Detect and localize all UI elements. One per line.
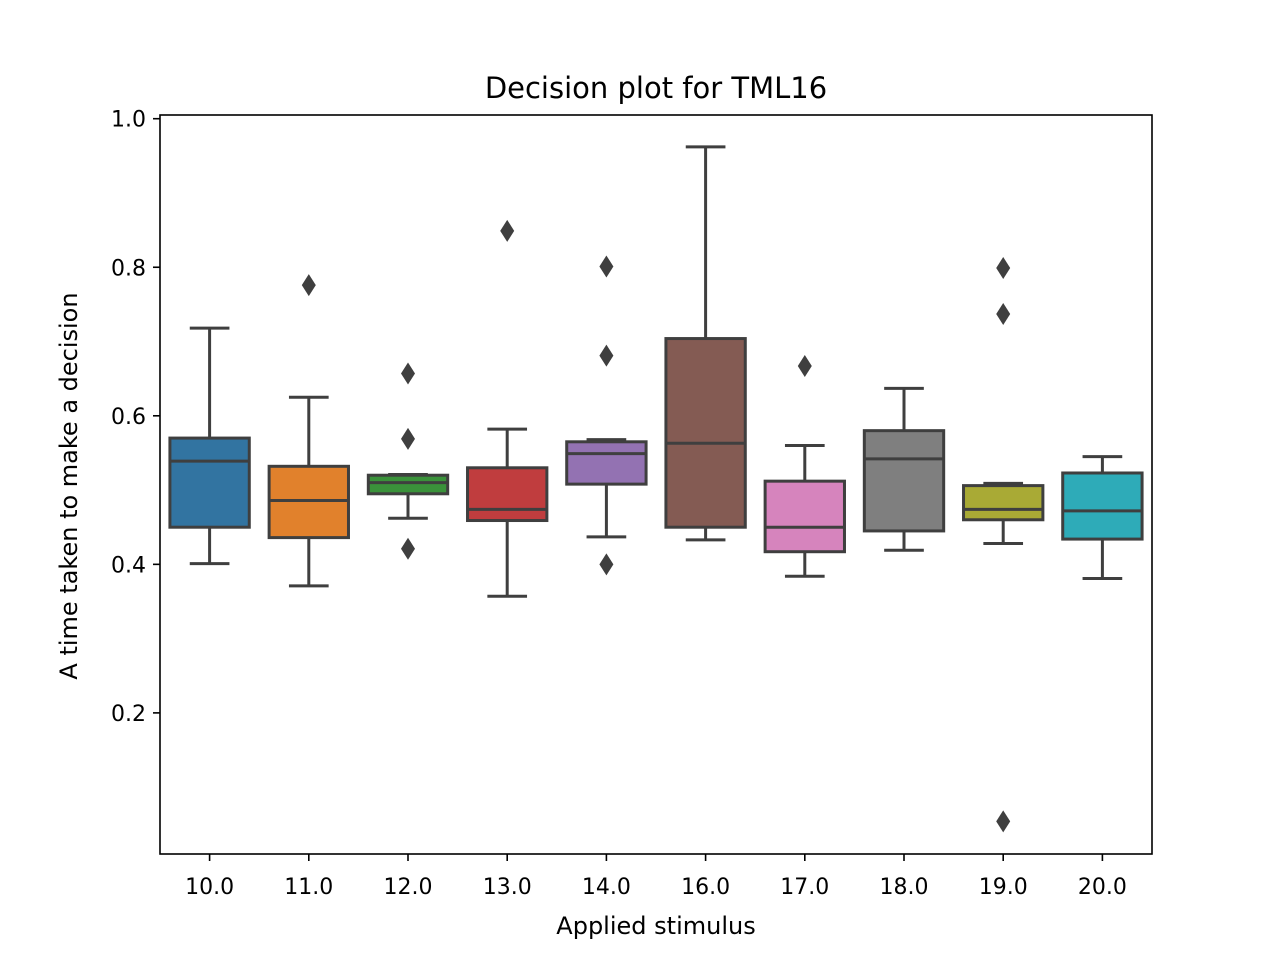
outlier-point (401, 427, 415, 450)
outlier-point (996, 303, 1011, 326)
outlier-point (500, 219, 515, 242)
plot-frame (159, 114, 1153, 855)
box-iqr (466, 466, 549, 523)
box-iqr (366, 473, 450, 496)
box-group (962, 256, 1045, 833)
outlier-point (599, 255, 614, 278)
outlier-point (996, 256, 1011, 279)
x-tick-label: 18.0 (880, 875, 929, 900)
x-tick-label: 20.0 (1078, 875, 1127, 900)
boxes-layer (168, 145, 1144, 833)
outlier-point (301, 274, 316, 297)
box-group (168, 326, 251, 566)
box-iqr (168, 436, 251, 529)
box-group (862, 386, 946, 552)
outlier-point (996, 810, 1011, 833)
x-tick-label: 12.0 (384, 875, 433, 900)
x-axis: 10.0 11.0 12.0 13.0 14.0 16.0 17.0 18.0 19.0 20.0 (185, 854, 1127, 900)
y-axis: 0.2 0.4 0.6 0.8 1.0 (111, 108, 160, 727)
y-tick-label: 0.2 (111, 702, 146, 727)
box-iqr (664, 337, 747, 529)
box-group (267, 274, 350, 588)
box-group (763, 355, 846, 578)
x-tick-label: 11.0 (284, 875, 333, 900)
x-tick-label: 17.0 (780, 875, 829, 900)
box-group (664, 145, 747, 542)
box-group (366, 362, 450, 560)
outlier-point (401, 537, 415, 560)
chart-title: Decision plot for TML16 (485, 71, 827, 105)
x-tick-label: 14.0 (582, 875, 631, 900)
x-tick-label: 13.0 (483, 875, 532, 900)
x-tick-label: 19.0 (979, 875, 1028, 900)
box-iqr (565, 440, 648, 486)
x-axis-label: Applied stimulus (556, 912, 755, 940)
box-iqr (862, 429, 946, 533)
box-iqr (1061, 471, 1144, 541)
x-tick-label: 10.0 (185, 875, 234, 900)
outlier-point (401, 362, 415, 385)
outlier-point (599, 344, 614, 367)
box-iqr (763, 479, 846, 554)
y-tick-label: 1.0 (111, 108, 146, 133)
box-group (565, 255, 648, 576)
box-group (1061, 455, 1144, 580)
y-tick-label: 0.8 (111, 256, 146, 281)
box-iqr (962, 484, 1045, 522)
outlier-point (797, 355, 812, 378)
x-tick-label: 16.0 (681, 875, 730, 900)
y-tick-label: 0.4 (111, 553, 146, 578)
y-axis-label: A time taken to make a decision (55, 292, 83, 679)
y-tick-label: 0.6 (111, 405, 146, 430)
box-group (466, 219, 549, 598)
outlier-point (599, 553, 614, 576)
